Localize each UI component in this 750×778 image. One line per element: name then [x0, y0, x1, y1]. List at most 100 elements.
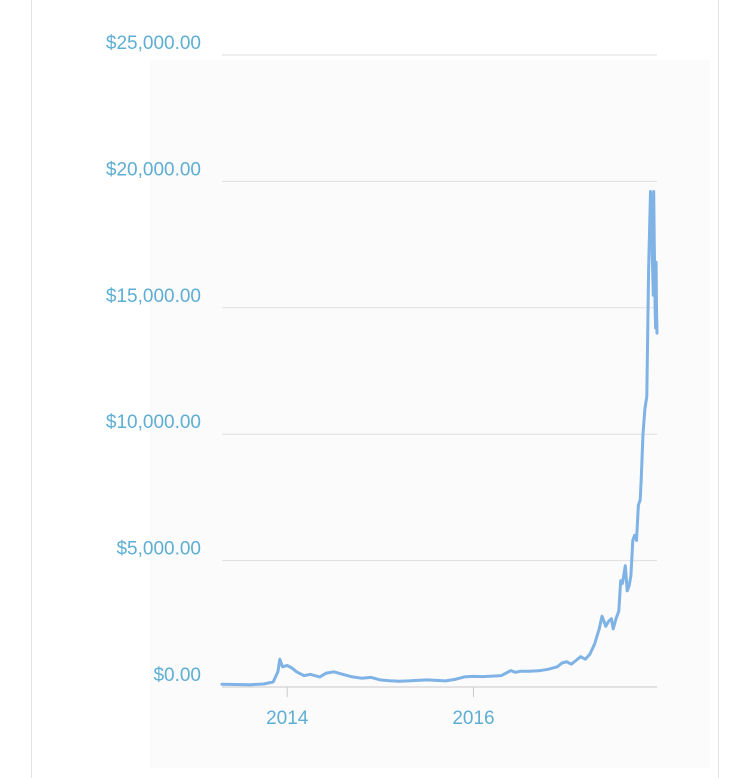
data-point [655, 307, 658, 309]
data-point [325, 672, 328, 674]
data-point [642, 433, 644, 436]
data-point [528, 670, 531, 673]
data-point [593, 643, 596, 645]
data-point [235, 683, 237, 686]
x-tick-label: 2016 [452, 708, 494, 729]
data-point [398, 680, 400, 682]
data-point [500, 674, 503, 677]
data-point [652, 294, 655, 296]
data-point [589, 653, 591, 655]
data-point [537, 670, 540, 672]
data-point [351, 676, 354, 678]
data-point [407, 680, 410, 682]
data-point [621, 582, 624, 585]
data-point [491, 675, 493, 677]
data-point [263, 683, 265, 685]
data-point [332, 671, 335, 673]
data-point [633, 534, 636, 537]
y-tick-label: $25,000.00 [106, 33, 201, 54]
data-point [249, 683, 251, 686]
data-point [463, 676, 465, 678]
data-point [653, 276, 656, 279]
data-point [295, 671, 298, 673]
data-point [435, 679, 438, 682]
data-point [640, 478, 642, 481]
data-point [547, 668, 549, 671]
data-point [656, 332, 658, 334]
data-point [645, 395, 648, 398]
data-point [556, 665, 559, 668]
y-axis-ticks: $0.00 $5,000.00 $10,000.00 $15,000.00 $20,00… [106, 33, 201, 686]
data-point [624, 564, 627, 567]
data-point [618, 610, 620, 612]
x-tick-label: 2014 [266, 708, 309, 729]
y-tick-label: $0.00 [153, 665, 201, 686]
data-point [626, 590, 628, 592]
data-point [652, 190, 655, 193]
data-point [628, 585, 630, 587]
data-point [649, 190, 652, 193]
data-point [454, 678, 456, 681]
data-point [519, 670, 521, 673]
y-tick-label: $5,000.00 [116, 539, 201, 560]
data-point [654, 307, 656, 309]
data-point [509, 669, 512, 672]
data-point [514, 671, 517, 674]
data-point [601, 615, 603, 618]
data-point [619, 580, 622, 582]
y-tick-label: $20,000.00 [106, 159, 201, 180]
data-point [575, 659, 577, 662]
data-point [630, 574, 632, 577]
data-point [635, 539, 638, 542]
data-point [610, 617, 613, 620]
data-point [612, 628, 615, 630]
data-point [607, 620, 610, 623]
data-point [570, 663, 573, 666]
series-group [220, 190, 659, 687]
data-point [647, 269, 650, 271]
gridlines [222, 54, 657, 562]
data-point [598, 628, 601, 630]
data-point [303, 674, 305, 677]
data-point [653, 236, 656, 238]
data-point [644, 408, 646, 410]
data-point [272, 681, 275, 683]
data-point [370, 676, 372, 679]
data-point [650, 218, 653, 221]
data-point [639, 499, 642, 501]
data-point [651, 256, 654, 259]
data-point [277, 671, 279, 673]
data-point [291, 667, 293, 669]
data-point [584, 658, 587, 660]
y-tick-label: $15,000.00 [106, 286, 201, 307]
data-point [360, 677, 363, 679]
series-line-0 [220, 190, 659, 687]
x-axis-ticks: 2014 2016 [266, 687, 495, 729]
data-point [654, 327, 657, 329]
data-point [561, 662, 563, 664]
data-point [579, 655, 582, 658]
data-point [388, 679, 391, 682]
plot-background [150, 60, 710, 768]
data-point [631, 539, 634, 542]
data-point [426, 679, 428, 681]
data-point [615, 617, 617, 620]
data-point [342, 673, 344, 676]
data-point [482, 675, 484, 678]
data-point [472, 675, 475, 678]
data-point [416, 679, 419, 682]
data-point [286, 664, 289, 667]
data-point [604, 625, 607, 628]
y-tick-label: $10,000.00 [106, 412, 201, 433]
data-point [444, 680, 447, 682]
data-point [319, 676, 321, 678]
data-point [281, 665, 284, 668]
data-point [278, 658, 281, 660]
data-point [379, 679, 382, 681]
data-point [655, 261, 657, 264]
data-point [221, 683, 223, 686]
data-point [309, 673, 312, 676]
data-point [565, 660, 568, 663]
data-point [637, 504, 640, 506]
